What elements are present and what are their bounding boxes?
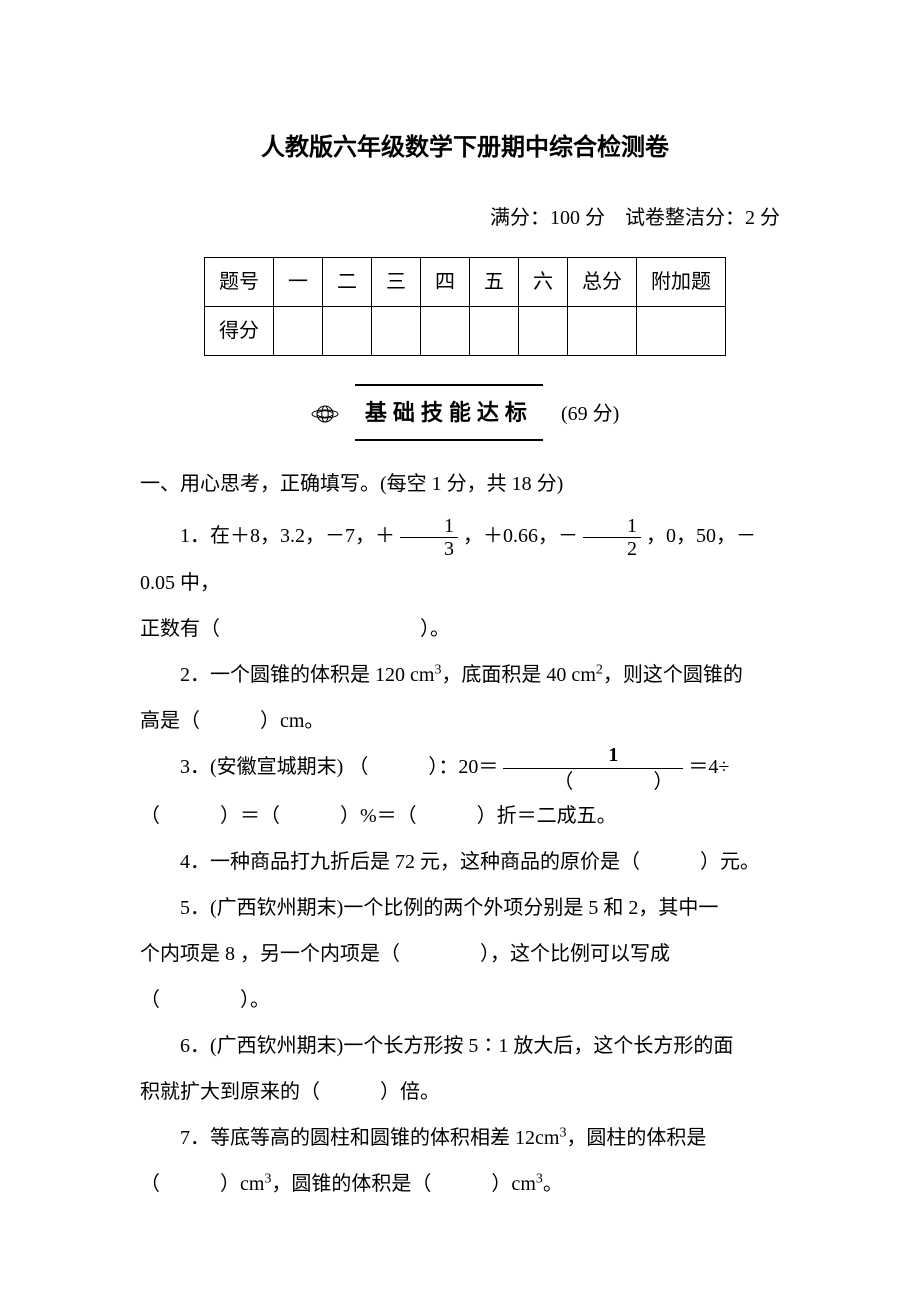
q-text: ，圆锥的体积是（ ）cm [271,1173,535,1195]
td-blank [421,307,470,356]
td-blank [519,307,568,356]
q-text: ，＋0.66，－ [463,525,578,547]
th-col: 附加题 [637,258,726,307]
table-row: 得分 [205,307,726,356]
q-text: 2．一个圆锥的体积是 120 cm [180,664,434,686]
question-2: 2．一个圆锥的体积是 120 cm3，底面积是 40 cm2，则这个圆锥的 [140,652,790,698]
fraction: 1 3 [400,515,458,560]
denominator: （ ） [503,769,683,793]
banner-text: 基础技能达标 [355,384,543,441]
q-text: 3．(安徽宣城期末) （ ）：20＝ [180,756,498,778]
numerator: 1 [400,515,458,538]
question-3: 3．(安徽宣城期末) （ ）：20＝ 1 （ ） ＝4÷ [140,744,790,793]
score-table: 题号 一 二 三 四 五 六 总分 附加题 得分 [204,257,726,356]
td-blank [372,307,421,356]
numerator: 1 [503,744,683,769]
denominator: 2 [583,538,641,560]
q-text: ＝4÷ [688,756,729,778]
q-text: （ ）cm [140,1173,264,1195]
page-title: 人教版六年级数学下册期中综合检测卷 [140,120,790,175]
q-text: ，则这个圆锥的 [603,664,743,686]
td-blank [323,307,372,356]
q-text: ，底面积是 40 cm [441,664,595,686]
question-5-cont: 个内项是 8 ，另一个内项是（ ），这个比例可以写成 [140,931,790,977]
q-text: 1．在＋8，3.2，－7，＋ [180,525,395,547]
th-col: 一 [274,258,323,307]
question-5-cont2: （ ）。 [140,977,790,1023]
fraction-blank: 1 （ ） [503,744,683,793]
numerator: 1 [583,515,641,538]
question-2-cont: 高是（ ）cm。 [140,698,790,744]
th-label: 题号 [205,258,274,307]
subtitle: 满分：100 分 试卷整洁分：2 分 [140,195,790,241]
th-col: 总分 [568,258,637,307]
question-1: 1．在＋8，3.2，－7，＋ 1 3 ，＋0.66，－ 1 2 ，0，50，－0… [140,513,790,606]
section-heading: 一、用心思考，正确填写。(每空 1 分，共 18 分) [140,461,790,507]
exam-page: 人教版六年级数学下册期中综合检测卷 满分：100 分 试卷整洁分：2 分 题号 … [0,0,920,1302]
td-label: 得分 [205,307,274,356]
th-col: 三 [372,258,421,307]
question-5: 5．(广西钦州期末)一个比例的两个外项分别是 5 和 2，其中一 [140,885,790,931]
q-text: ，圆柱的体积是 [566,1127,706,1149]
question-4: 4．一种商品打九折后是 72 元，这种商品的原价是（ ）元。 [140,839,790,885]
q-text: 。 [543,1173,563,1195]
th-col: 二 [323,258,372,307]
question-1-cont: 正数有（ ）。 [140,606,790,652]
q-text: 7．等底等高的圆柱和圆锥的体积相差 12cm [180,1127,559,1149]
sup: 2 [596,662,603,677]
table-row: 题号 一 二 三 四 五 六 总分 附加题 [205,258,726,307]
th-col: 四 [421,258,470,307]
question-7: 7．等底等高的圆柱和圆锥的体积相差 12cm3，圆柱的体积是 [140,1115,790,1161]
question-6-cont: 积就扩大到原来的（ ）倍。 [140,1069,790,1115]
section-banner: 基础技能达标 (69 分) [140,384,790,441]
td-blank [568,307,637,356]
question-3-cont: （ ）＝（ ）%＝（ ）折＝二成五。 [140,793,790,839]
question-6: 6．(广西钦州期末)一个长方形按 5∶1 放大后，这个长方形的面 [140,1023,790,1069]
fraction: 1 2 [583,515,641,560]
denominator: 3 [400,538,458,560]
question-7-cont: （ ）cm3，圆锥的体积是（ ）cm3。 [140,1161,790,1207]
th-col: 六 [519,258,568,307]
td-blank [470,307,519,356]
sup: 3 [536,1171,543,1186]
th-col: 五 [470,258,519,307]
banner-points: (69 分) [561,403,619,425]
td-blank [637,307,726,356]
globe-icon [311,405,339,423]
td-blank [274,307,323,356]
